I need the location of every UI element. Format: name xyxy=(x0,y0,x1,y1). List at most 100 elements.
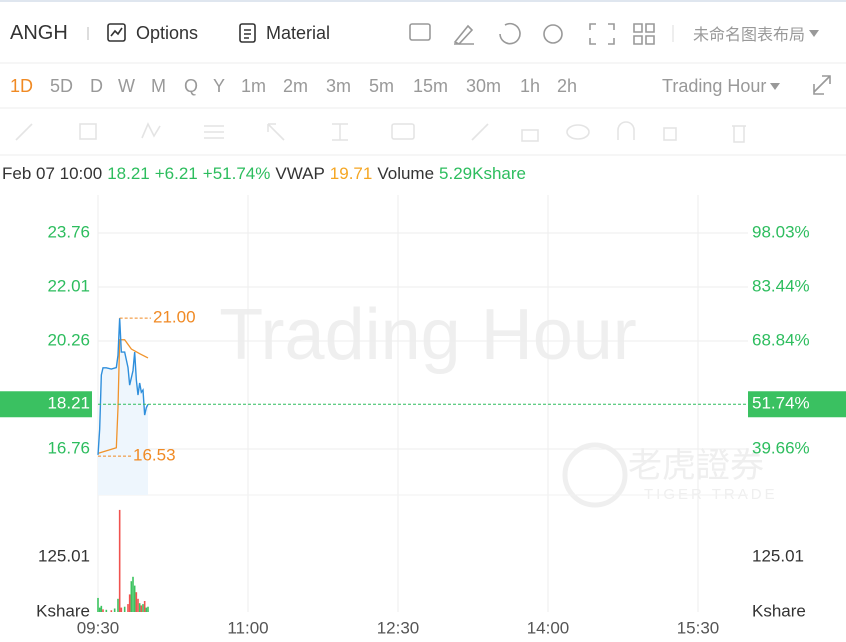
icon[interactable] xyxy=(453,24,474,45)
period[interactable]: Q xyxy=(184,75,199,96)
volume-bar xyxy=(110,610,113,612)
period[interactable]: 1h xyxy=(520,75,541,96)
period[interactable]: 30m xyxy=(466,75,502,96)
logo: 老虎證券 xyxy=(628,447,764,485)
volume-bar xyxy=(120,607,123,612)
period[interactable]: Y xyxy=(213,75,226,96)
material-icon xyxy=(239,23,256,43)
icon[interactable] xyxy=(617,121,635,140)
toolbar-icons xyxy=(409,22,831,95)
volume-bar xyxy=(117,598,119,612)
period[interactable]: W xyxy=(118,75,135,96)
icon[interactable] xyxy=(79,123,97,140)
period[interactable]: 3m xyxy=(326,75,352,96)
y2-tick-label: 39.66% xyxy=(752,439,810,458)
icon[interactable] xyxy=(543,24,563,44)
period[interactable]: M xyxy=(151,75,166,96)
y2-tick-label: 68.84% xyxy=(752,330,810,349)
volume-bar xyxy=(102,609,104,612)
icon[interactable] xyxy=(409,23,431,41)
volume-bar xyxy=(132,576,134,612)
period[interactable]: 15m xyxy=(413,75,449,96)
icon[interactable] xyxy=(633,23,655,45)
change-pct: +51.74% xyxy=(202,164,271,183)
period[interactable]: 2h xyxy=(557,75,578,96)
info-line: Feb 07 10:00 18.21 +6.21 +51.74% VWAP 19… xyxy=(2,162,846,186)
volume-bar xyxy=(127,604,129,612)
y2-tick-label: 83.44% xyxy=(752,276,810,295)
symbol: ANGH xyxy=(10,21,68,44)
drawing-tools xyxy=(15,121,746,143)
volume-unit: Kshare xyxy=(752,601,806,620)
last-pct-label: 51.74% xyxy=(752,394,810,413)
icon[interactable] xyxy=(663,127,677,141)
y-tick-label: 23.76 xyxy=(47,222,90,241)
icon[interactable] xyxy=(521,129,539,142)
header: ANGH Options Material 未命名图表布局 xyxy=(0,18,846,48)
x-tick-label: 14:00 xyxy=(527,618,570,637)
volume-bar xyxy=(105,609,108,612)
period[interactable]: D xyxy=(90,75,103,96)
menu-item[interactable]: Material xyxy=(266,22,331,43)
icon[interactable] xyxy=(589,23,615,45)
volume-bar xyxy=(100,605,103,612)
volume-tick-label: 125.01 xyxy=(38,546,90,565)
layout-menu[interactable]: 未命名图表布局 xyxy=(693,21,820,45)
icon[interactable] xyxy=(471,123,489,141)
high-label: 21.00 xyxy=(153,308,196,327)
y2-tick-label: 98.03% xyxy=(752,222,810,241)
icon[interactable] xyxy=(732,125,746,143)
volume-bar xyxy=(137,598,139,612)
period[interactable]: 5D xyxy=(50,75,74,96)
period[interactable]: 2m xyxy=(283,75,309,96)
last-pct-box xyxy=(748,391,846,418)
volume-unit: Kshare xyxy=(36,601,90,620)
session-menu[interactable]: Trading Hour xyxy=(662,75,781,97)
period[interactable]: 1m xyxy=(241,75,267,96)
volume-bar xyxy=(97,597,99,612)
change: +6.21 xyxy=(154,164,198,183)
period-bar: Trading Hour 1D 5D D W M Q Y 1m 2m 3m 5m 15m 30m 1h 2h xyxy=(0,72,846,100)
icon[interactable] xyxy=(566,124,590,140)
volume-label: Volume xyxy=(377,164,435,183)
session: Trading Hour xyxy=(662,75,767,96)
volume: 5.29Kshare xyxy=(439,164,526,183)
y-tick-label: 22.01 xyxy=(47,276,90,295)
last-price-box xyxy=(0,391,92,418)
icon[interactable] xyxy=(204,125,224,139)
icon[interactable] xyxy=(499,22,521,45)
volume-bar xyxy=(145,607,148,612)
icon[interactable] xyxy=(141,122,161,139)
period[interactable]: 1D xyxy=(10,75,34,96)
low-label: 16.53 xyxy=(133,446,176,465)
volume-bar xyxy=(123,606,126,612)
watermark: Trading Hour xyxy=(219,295,637,375)
icon[interactable] xyxy=(267,123,285,141)
icon[interactable] xyxy=(15,123,33,141)
last-price-label: 18.21 xyxy=(47,394,90,413)
icon[interactable] xyxy=(391,123,415,140)
period[interactable]: 5m xyxy=(369,75,395,96)
volume-bar xyxy=(142,604,144,612)
icon[interactable] xyxy=(813,75,831,95)
price: 18.21 xyxy=(107,164,150,183)
vwap-line xyxy=(97,339,149,454)
vwap-label: VWAP xyxy=(275,164,325,183)
volume-bar xyxy=(130,581,133,612)
x-tick-label: 15:30 xyxy=(677,618,720,637)
volume-bar xyxy=(147,606,149,612)
x-tick-label: 11:00 xyxy=(227,618,268,637)
layout-name: 未命名图表布局 xyxy=(693,27,806,44)
menu-item[interactable]: Options xyxy=(136,22,199,43)
volume-bar xyxy=(113,608,116,612)
y-tick-label: 20.26 xyxy=(47,330,90,349)
volume-bar xyxy=(133,585,136,612)
y-tick-label: 16.76 xyxy=(47,438,90,457)
icon[interactable] xyxy=(332,123,348,141)
volume-bar xyxy=(140,605,143,612)
logo-mark xyxy=(562,442,628,508)
volume-bar xyxy=(138,603,141,612)
volume-bar xyxy=(143,600,146,612)
